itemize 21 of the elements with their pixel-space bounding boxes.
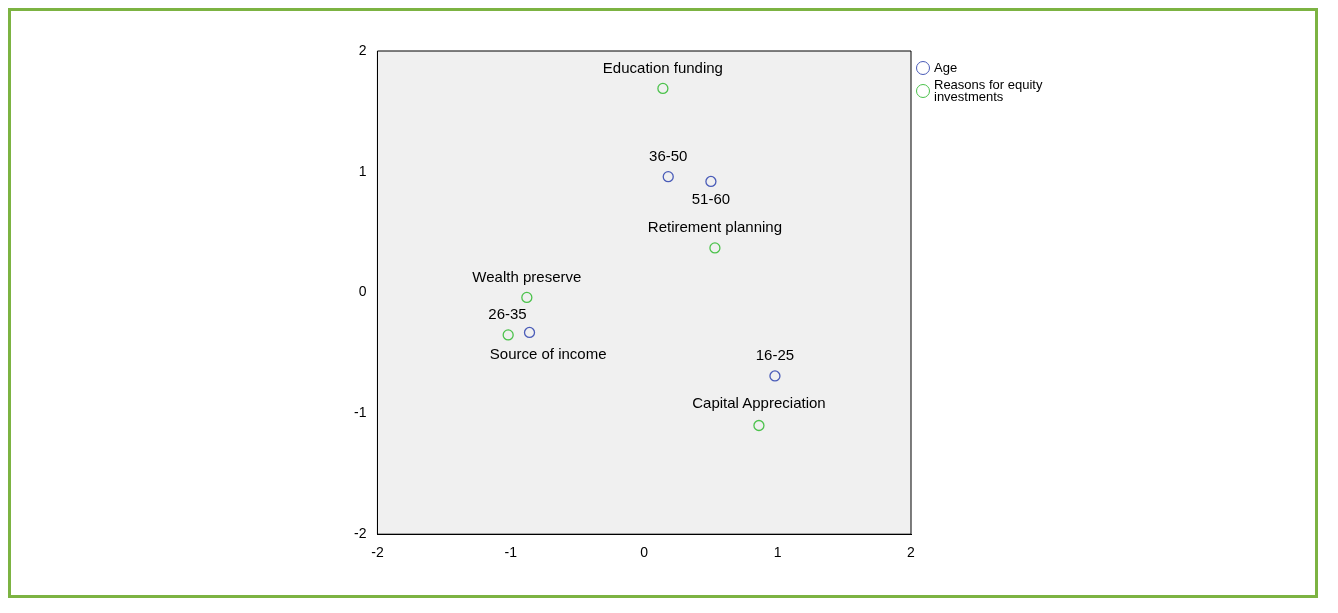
y-tick-label: 1 xyxy=(358,162,367,179)
legend-label: Age xyxy=(934,60,958,75)
legend-label: Reasons for equity investments xyxy=(934,77,1044,104)
x-tick-label: 2 xyxy=(907,544,916,561)
annotation: 51-60 xyxy=(691,189,731,207)
annotation: Retirement planning xyxy=(647,218,783,236)
y-tick-label: -2 xyxy=(354,525,367,542)
y-tick-label: 0 xyxy=(358,283,367,300)
annotation: Source of income xyxy=(489,345,607,363)
annotation: Wealth preserve xyxy=(472,267,582,285)
annotation: Education funding xyxy=(602,58,723,76)
annotation: 16-25 xyxy=(755,346,795,364)
annotation: Capital Appreciation xyxy=(692,393,826,411)
x-tick-label: 1 xyxy=(773,544,782,561)
annotation: 36-50 xyxy=(649,146,688,164)
x-tick-label: 0 xyxy=(640,544,649,561)
annotation: 26-35 xyxy=(488,304,527,322)
x-tick-label: -1 xyxy=(504,544,518,561)
y-tick-label: -1 xyxy=(354,404,367,421)
y-tick-label: 2 xyxy=(358,41,367,58)
x-tick-label: -2 xyxy=(371,544,384,561)
